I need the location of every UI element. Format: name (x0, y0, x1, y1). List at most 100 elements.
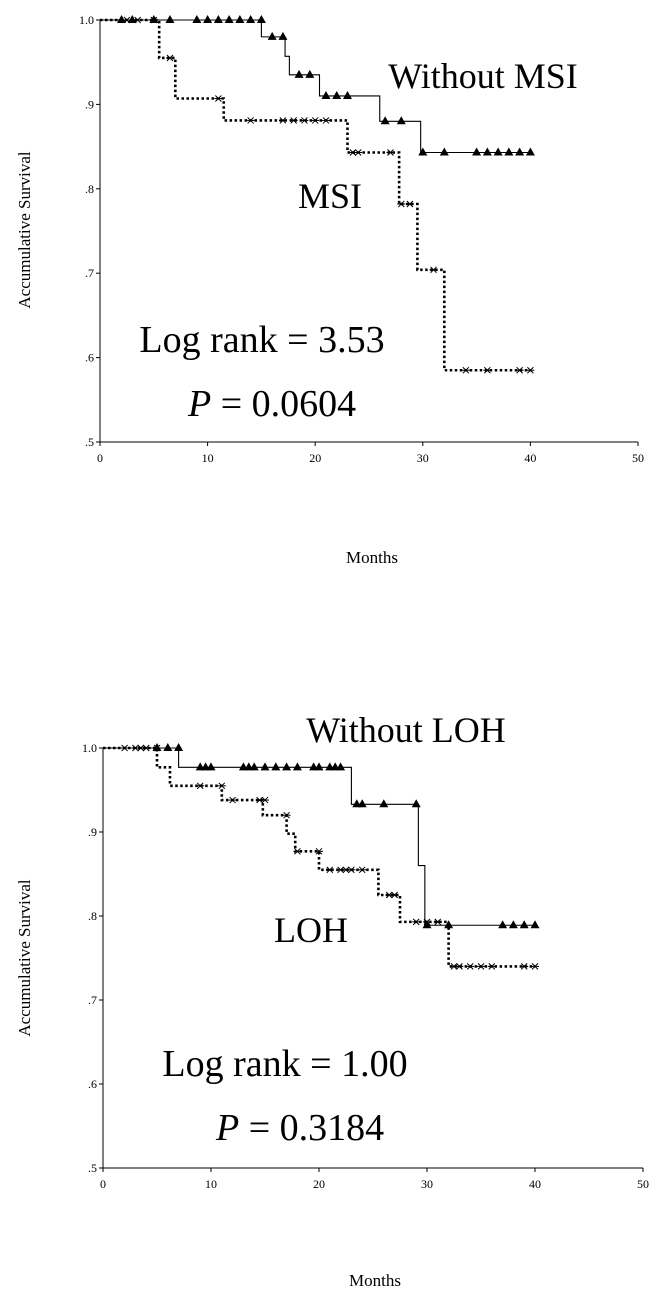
asterisk-stroke (132, 744, 139, 752)
censor-marker-triangle (292, 762, 302, 771)
x-tick-label: 0 (97, 451, 103, 465)
censor-marker-asterisk (423, 918, 431, 926)
censor-marker-asterisk (347, 866, 356, 874)
x-tick-label: 30 (417, 451, 429, 465)
censor-marker-triangle (235, 15, 245, 23)
asterisk-stroke (215, 95, 222, 102)
asterisk-stroke (348, 866, 355, 874)
asterisk-stroke (385, 891, 393, 899)
censor-marker-asterisk (433, 918, 442, 926)
y-tick-label: .8 (85, 182, 94, 196)
censor-marker-asterisk (261, 796, 269, 804)
asterisk-stroke (488, 963, 496, 970)
censor-marker-triangle (411, 799, 421, 808)
censor-marker-asterisk (315, 847, 323, 855)
x-axis-label: Months (349, 1271, 401, 1290)
y-tick-label: .8 (88, 909, 97, 923)
asterisk-stroke (166, 54, 174, 62)
asterisk-stroke (290, 117, 298, 124)
asterisk-stroke (466, 963, 474, 970)
asterisk-stroke (397, 200, 405, 208)
censor-marker-triangle (525, 147, 535, 156)
censor-marker-triangle (336, 762, 346, 771)
censor-marker-asterisk (282, 811, 291, 819)
y-tick-label: .5 (85, 435, 94, 449)
censor-marker-asterisk (397, 200, 406, 208)
series-label: Without LOH (306, 710, 506, 750)
y-tick-label: .9 (88, 825, 97, 839)
asterisk-stroke (121, 744, 128, 752)
censor-marker-asterisk (120, 744, 129, 752)
asterisk-stroke (387, 149, 394, 156)
asterisk-stroke (261, 796, 269, 804)
censor-marker-asterisk (354, 149, 363, 156)
asterisk-stroke (354, 149, 362, 156)
censor-marker-asterisk (526, 366, 535, 374)
x-axis-label: Months (346, 548, 398, 567)
asterisk-stroke (462, 366, 470, 374)
censor-marker-triangle (278, 31, 288, 40)
series-without-loh (103, 743, 540, 929)
asterisk-stroke (137, 744, 145, 752)
asterisk-stroke (142, 744, 150, 752)
censor-marker-triangle (508, 920, 518, 929)
asterisk-stroke (294, 847, 301, 855)
asterisk-stroke (342, 866, 350, 874)
asterisk-stroke (456, 963, 463, 970)
y-axis-label: Accumulative Survival (15, 879, 34, 1036)
x-tick-label: 50 (632, 451, 644, 465)
censor-marker-asterisk (520, 963, 529, 970)
censor-marker-triangle (256, 15, 266, 23)
censor-marker-triangle (282, 762, 292, 771)
censor-marker-triangle (357, 799, 367, 808)
censor-marker-triangle (246, 15, 256, 23)
censor-marker-triangle (213, 15, 223, 23)
censor-marker-triangle (314, 762, 324, 771)
asterisk-stroke (301, 117, 308, 124)
censor-marker-asterisk (289, 117, 298, 124)
asterisk-stroke (423, 918, 431, 926)
x-tick-label: 40 (529, 1177, 541, 1191)
censor-marker-triangle (519, 920, 529, 929)
censor-marker-triangle (249, 762, 259, 771)
y-tick-label: 1.0 (79, 13, 94, 27)
asterisk-stroke (358, 866, 366, 874)
asterisk-stroke (450, 963, 458, 970)
censor-marker-asterisk (246, 117, 255, 124)
x-tick-label: 20 (309, 451, 321, 465)
asterisk-stroke (218, 782, 226, 790)
x-tick-label: 30 (421, 1177, 433, 1191)
censor-marker-asterisk (214, 95, 223, 102)
censor-marker-triangle (224, 15, 234, 23)
y-tick-label: .5 (88, 1161, 97, 1175)
asterisk-stroke (531, 963, 539, 970)
asterisk-stroke (477, 963, 485, 970)
asterisk-stroke (527, 366, 534, 374)
censor-marker-asterisk (133, 16, 142, 24)
censor-marker-triangle (379, 799, 389, 808)
x-tick-label: 40 (524, 451, 536, 465)
censor-marker-asterisk (358, 866, 367, 874)
y-tick-label: .7 (85, 266, 94, 280)
asterisk-stroke (412, 918, 420, 926)
x-tick-label: 0 (100, 1177, 106, 1191)
x-tick-label: 50 (637, 1177, 649, 1191)
censor-marker-triangle (498, 920, 508, 929)
censor-marker-triangle (504, 147, 514, 156)
asterisk-stroke (196, 782, 204, 790)
asterisk-stroke (153, 744, 161, 752)
censor-marker-triangle (439, 147, 449, 156)
censor-marker-asterisk (466, 963, 475, 970)
asterisk-stroke (434, 918, 442, 926)
p-symbol: P (215, 1107, 239, 1149)
censor-marker-asterisk (293, 847, 302, 855)
chart-svg-msi: .5 .6 .7 .8 .9 1.0 0 10 20 30 40 50 Accumulative Sur… (15, 13, 644, 567)
asterisk-stroke (337, 866, 344, 874)
asterisk-stroke (229, 796, 236, 804)
censor-marker-triangle (294, 69, 304, 78)
censor-marker-asterisk (483, 366, 492, 374)
series-line (100, 19, 531, 154)
asterisk-stroke (326, 866, 334, 874)
censor-marker-asterisk (455, 963, 464, 970)
asterisk-stroke (150, 16, 158, 24)
